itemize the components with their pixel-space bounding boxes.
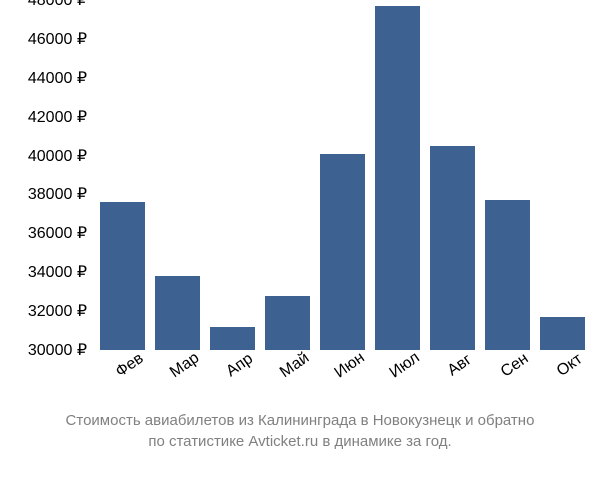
bar bbox=[155, 276, 200, 350]
x-tick-label: Июн bbox=[324, 342, 387, 405]
y-tick-label: 30000 ₽ bbox=[28, 340, 87, 360]
y-tick-label: 48000 ₽ bbox=[28, 0, 87, 10]
y-axis: 48000 ₽ 46000 ₽ 44000 ₽ 42000 ₽ 40000 ₽ 38000… bbox=[0, 0, 95, 350]
y-tick-label: 44000 ₽ bbox=[28, 68, 87, 88]
bar bbox=[320, 154, 365, 350]
x-tick-label: Май bbox=[269, 342, 332, 405]
x-tick-label: Сен bbox=[489, 342, 552, 405]
x-tick-label: Мар bbox=[159, 342, 222, 405]
plot-area bbox=[95, 0, 590, 350]
y-tick-label: 34000 ₽ bbox=[28, 262, 87, 282]
bars-group bbox=[95, 0, 590, 350]
bar bbox=[100, 202, 145, 350]
bar bbox=[430, 146, 475, 350]
y-tick-label: 38000 ₽ bbox=[28, 184, 87, 204]
x-tick-label: Июл bbox=[379, 342, 442, 405]
y-tick-label: 32000 ₽ bbox=[28, 301, 87, 321]
x-axis: ФевМарАпрМайИюнИюлАвгСенОкт bbox=[95, 355, 590, 400]
bar bbox=[375, 6, 420, 350]
caption-line-1: Стоимость авиабилетов из Калининграда в … bbox=[10, 410, 590, 431]
chart-caption: Стоимость авиабилетов из Калининграда в … bbox=[0, 410, 600, 452]
x-tick-label: Апр bbox=[214, 342, 277, 405]
y-tick-label: 40000 ₽ bbox=[28, 146, 87, 166]
x-tick-label: Авг bbox=[434, 342, 497, 405]
bar bbox=[265, 296, 310, 350]
y-tick-label: 42000 ₽ bbox=[28, 107, 87, 127]
bar bbox=[485, 200, 530, 350]
x-tick-label: Фев bbox=[104, 342, 167, 405]
x-tick-label: Окт bbox=[544, 342, 600, 405]
price-chart: 48000 ₽ 46000 ₽ 44000 ₽ 42000 ₽ 40000 ₽ 38000… bbox=[0, 0, 600, 400]
y-tick-label: 46000 ₽ bbox=[28, 29, 87, 49]
caption-line-2: по статистике Avticket.ru в динамике за … bbox=[10, 431, 590, 452]
y-tick-label: 36000 ₽ bbox=[28, 223, 87, 243]
